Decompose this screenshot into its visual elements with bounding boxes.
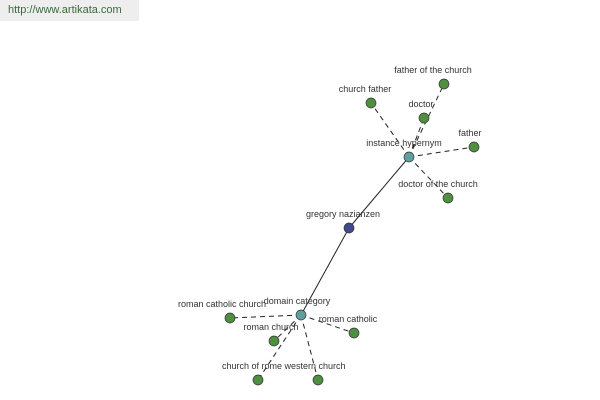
node [468, 141, 480, 153]
node-label: western church [283, 361, 345, 371]
node-label: instance hypernym [366, 138, 442, 148]
node [268, 335, 280, 347]
header-bar: http://www.artikata.com [0, 0, 139, 21]
dashed-edge [408, 156, 449, 199]
dashed-edge [300, 314, 355, 334]
node [343, 222, 355, 234]
dashed-edge [229, 314, 302, 319]
node-label: gregory nazianzen [306, 209, 380, 219]
dashed-edge [408, 117, 425, 158]
node-label: doctor of the church [398, 179, 478, 189]
node [312, 374, 324, 386]
node [438, 78, 450, 90]
node-label: roman church [243, 322, 298, 332]
node-label: church of rome [222, 361, 282, 371]
node [365, 97, 377, 109]
node-label: father of the church [394, 65, 472, 75]
node-label: domain category [264, 296, 331, 306]
node-label: doctor [408, 99, 433, 109]
node-label: church father [339, 84, 392, 94]
node-label: roman catholic [319, 314, 378, 324]
dashed-edge [408, 146, 475, 158]
node-label: roman catholic church [178, 299, 266, 309]
dashed-edge [257, 314, 302, 381]
edge [300, 227, 350, 316]
dashed-edge [370, 102, 410, 158]
node [348, 327, 360, 339]
node [403, 151, 415, 163]
node [418, 112, 430, 124]
dashed-edge [300, 314, 319, 381]
dashed-edge [273, 314, 302, 342]
node [252, 374, 264, 386]
node-label: father [458, 128, 481, 138]
site-url[interactable]: http://www.artikata.com [8, 4, 122, 16]
edge [348, 156, 410, 229]
node [442, 192, 454, 204]
node [295, 309, 307, 321]
node [224, 312, 236, 324]
